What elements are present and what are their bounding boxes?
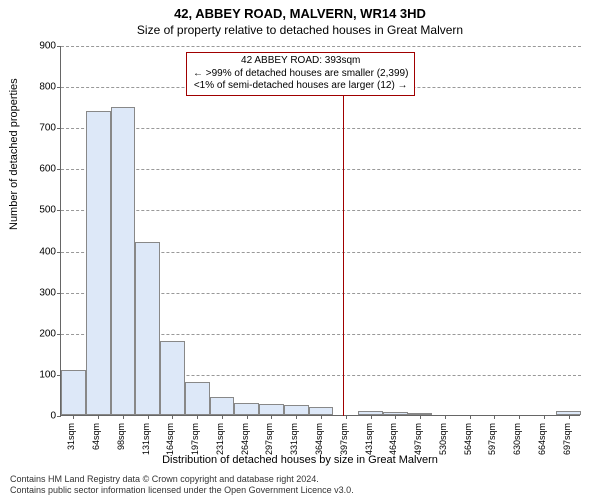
grid-line [61,128,581,130]
x-tick-mark [395,415,396,419]
x-tick-mark [494,415,495,419]
x-tick-mark [73,415,74,419]
x-tick-label: 431sqm [364,423,374,455]
x-tick-label: 297sqm [264,423,274,455]
x-tick-mark [544,415,545,419]
histogram-bar [210,397,235,416]
x-tick-mark [172,415,173,419]
histogram-bar [86,111,111,415]
histogram-bar [111,107,136,415]
y-tick-label: 700 [22,123,56,134]
y-tick-label: 800 [22,82,56,93]
title-main: 42, ABBEY ROAD, MALVERN, WR14 3HD [0,0,600,21]
x-tick-label: 331sqm [289,423,299,455]
y-tick-mark [57,46,61,47]
grid-line [61,46,581,48]
y-tick-label: 400 [22,246,56,257]
histogram-bar [61,370,86,415]
y-tick-mark [57,128,61,129]
x-tick-mark [420,415,421,419]
grid-line [61,210,581,212]
x-tick-label: 397sqm [339,423,349,455]
histogram-bar [234,403,259,415]
x-tick-mark [296,415,297,419]
y-tick-mark [57,252,61,253]
histogram-bar [135,242,160,415]
y-tick-label: 600 [22,164,56,175]
histogram-bar [284,405,309,415]
plot-area: 31sqm64sqm98sqm131sqm164sqm197sqm231sqm2… [60,46,580,416]
x-tick-mark [346,415,347,419]
x-tick-mark [569,415,570,419]
footer-attribution: Contains HM Land Registry data © Crown c… [10,474,354,496]
x-tick-label: 497sqm [413,423,423,455]
x-tick-mark [222,415,223,419]
histogram-bar [309,407,334,415]
x-tick-label: 630sqm [512,423,522,455]
x-tick-label: 64sqm [91,423,101,450]
x-tick-mark [470,415,471,419]
chart-area: 31sqm64sqm98sqm131sqm164sqm197sqm231sqm2… [60,46,580,416]
x-tick-label: 597sqm [487,423,497,455]
footer-line2: Contains public sector information licen… [10,485,354,496]
x-tick-mark [321,415,322,419]
x-tick-label: 31sqm [66,423,76,450]
annotation-box: 42 ABBEY ROAD: 393sqm ← >99% of detached… [186,52,415,96]
y-tick-mark [57,87,61,88]
histogram-bar [259,404,284,416]
x-tick-label: 364sqm [314,423,324,455]
x-tick-label: 564sqm [463,423,473,455]
histogram-bar [160,341,185,415]
x-tick-mark [98,415,99,419]
x-tick-label: 131sqm [141,423,151,455]
x-tick-mark [148,415,149,419]
y-tick-mark [57,334,61,335]
x-tick-mark [123,415,124,419]
annotation-line1: 42 ABBEY ROAD: 393sqm [193,55,408,68]
x-axis-label: Distribution of detached houses by size … [0,454,600,466]
x-tick-label: 264sqm [240,423,250,455]
y-axis-label: Number of detached properties [8,78,20,230]
y-tick-label: 0 [22,411,56,422]
footer-line1: Contains HM Land Registry data © Crown c… [10,474,354,485]
x-tick-label: 464sqm [388,423,398,455]
x-tick-label: 98sqm [116,423,126,450]
y-tick-mark [57,210,61,211]
x-tick-mark [271,415,272,419]
y-tick-mark [57,416,61,417]
x-tick-mark [519,415,520,419]
x-tick-label: 530sqm [438,423,448,455]
title-sub: Size of property relative to detached ho… [0,21,600,37]
y-tick-mark [57,169,61,170]
annotation-line3: <1% of semi-detached houses are larger (… [193,80,408,93]
y-tick-label: 100 [22,369,56,380]
annotation-arrow [343,96,344,416]
y-tick-label: 900 [22,41,56,52]
annotation-line2: ← >99% of detached houses are smaller (2… [193,68,408,81]
x-tick-label: 664sqm [537,423,547,455]
x-tick-mark [247,415,248,419]
x-tick-label: 231sqm [215,423,225,455]
y-tick-label: 500 [22,205,56,216]
y-tick-label: 200 [22,328,56,339]
histogram-bar [185,382,210,415]
x-tick-label: 697sqm [562,423,572,455]
grid-line [61,169,581,171]
y-tick-label: 300 [22,287,56,298]
x-tick-mark [197,415,198,419]
x-tick-mark [371,415,372,419]
x-tick-label: 164sqm [165,423,175,455]
x-tick-label: 197sqm [190,423,200,455]
y-tick-mark [57,293,61,294]
x-tick-mark [445,415,446,419]
